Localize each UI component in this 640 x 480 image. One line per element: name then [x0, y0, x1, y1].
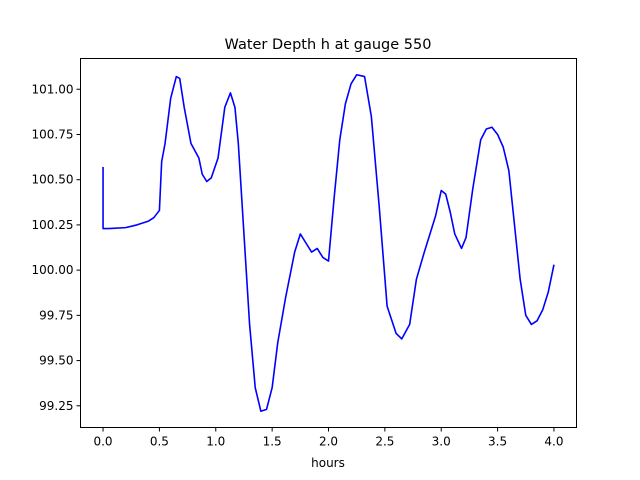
x-tick-label: 4.0	[544, 435, 563, 449]
x-tick-label: 0.0	[93, 435, 112, 449]
y-tick-label: 100.00	[32, 263, 74, 277]
plot-frame	[80, 58, 577, 428]
y-axis: 99.25 99.50 99.75 100.00 100.25 100.50 100.75 1…	[32, 82, 81, 413]
y-tick-label: 100.75	[32, 127, 74, 141]
chart-title: Water Depth h at gauge 550	[225, 37, 432, 53]
x-tick-label: 1.0	[206, 435, 225, 449]
x-axis: 0.0 0.5 1.0 1.5 2.0 2.5 3.0 3.5 4.0	[93, 427, 564, 449]
x-tick-label: 0.5	[150, 435, 169, 449]
x-tick-label: 2.5	[375, 435, 394, 449]
y-tick-label: 100.25	[32, 218, 74, 232]
x-axis-label: hours	[311, 456, 345, 470]
plot-area	[80, 58, 577, 428]
y-tick-label: 100.50	[32, 173, 74, 187]
series-line-water-depth	[102, 73, 555, 413]
x-tick-label: 1.5	[263, 435, 282, 449]
x-tick-label: 3.5	[488, 435, 507, 449]
y-tick-label: 99.50	[39, 354, 73, 368]
x-tick-label: 2.0	[319, 435, 338, 449]
y-tick-label: 99.75	[39, 308, 73, 322]
y-tick-label: 101.00	[32, 82, 74, 96]
y-tick-label: 99.25	[39, 399, 73, 413]
x-tick-label: 3.0	[432, 435, 451, 449]
